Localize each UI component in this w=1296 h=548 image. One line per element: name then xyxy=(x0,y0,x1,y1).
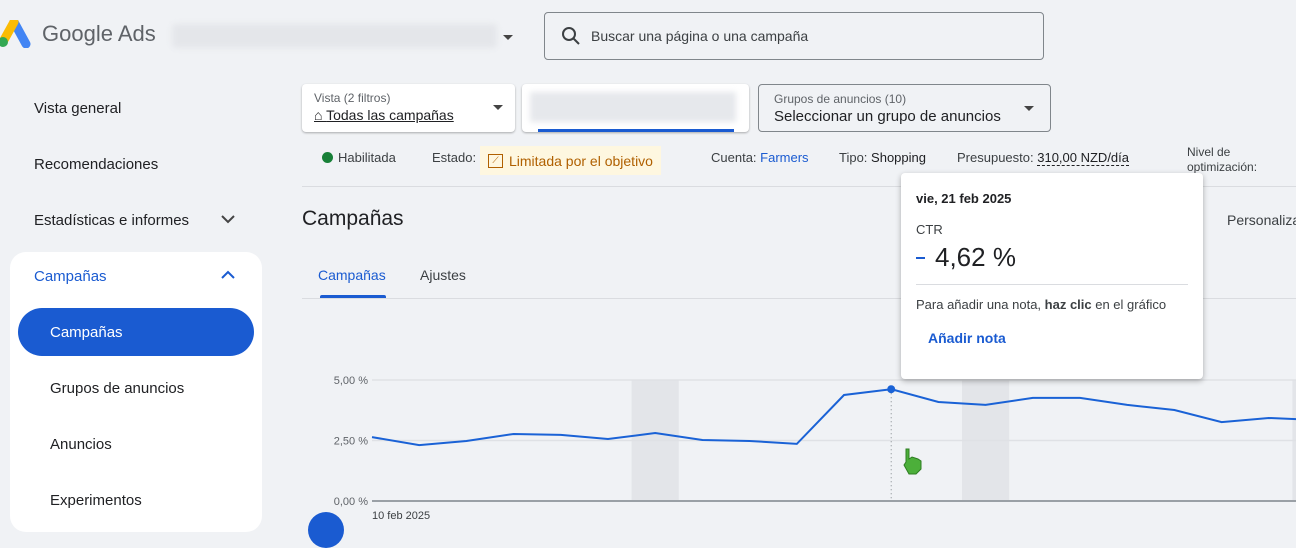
ad-group-label: Grupos de anuncios (10) xyxy=(774,92,907,106)
enabled-dot-icon xyxy=(322,152,333,163)
chevron-up-icon[interactable] xyxy=(221,270,235,280)
ctr-series-line xyxy=(371,388,1296,447)
google-ads-logo[interactable]: Google Ads xyxy=(0,20,156,48)
tab-settings[interactable]: Ajustes xyxy=(420,267,466,283)
y-tick-label: 2,50 % xyxy=(334,436,368,448)
chevron-down-icon[interactable] xyxy=(221,214,235,224)
add-note-button[interactable]: Añadir nota xyxy=(928,330,1006,346)
trend-chart-icon: ⟋ xyxy=(488,153,503,168)
sidebar-item-campaigns-group[interactable]: Campañas xyxy=(34,268,107,285)
tooltip-divider xyxy=(916,284,1188,285)
app-name: Google Ads xyxy=(42,21,156,46)
page-title: Campañas xyxy=(302,207,404,230)
budget-info: Presupuesto: 310,00 NZD/día xyxy=(957,150,1130,166)
x-tick-label: 10 feb 2025 xyxy=(372,510,430,521)
tab-campaigns[interactable]: Campañas xyxy=(318,267,386,283)
account-dropdown-icon[interactable] xyxy=(503,35,513,40)
view-filter-label: Vista (2 filtros) xyxy=(314,91,391,105)
dropdown-icon xyxy=(1024,106,1034,111)
tooltip-date: vie, 21 feb 2025 xyxy=(916,191,1012,206)
tabs-divider xyxy=(302,298,1296,299)
search-placeholder: Buscar una página o una campaña xyxy=(591,28,809,44)
view-filter-value: ⌂ Todas las campañas xyxy=(314,107,454,123)
sidebar-item-recommendations[interactable]: Recomendaciones xyxy=(34,156,159,173)
optimization-label: Nivel de optimización: xyxy=(1187,145,1258,174)
account-link[interactable]: Farmers xyxy=(760,150,809,165)
campaign-selector[interactable] xyxy=(522,84,749,132)
divider xyxy=(302,186,1296,187)
state-badge[interactable]: ⟋ Limitada por el objetivo xyxy=(480,146,661,175)
sidebar-item-ads[interactable]: Anuncios xyxy=(50,436,112,453)
data-point xyxy=(887,385,896,394)
enabled-status[interactable]: Habilitada xyxy=(322,150,396,165)
google-ads-icon xyxy=(0,20,31,48)
sidebar-item-experiments[interactable]: Experimentos xyxy=(50,492,142,509)
ctr-chart[interactable]: 0,00 % 2,50 % 5,00 % 10 feb 2025 xyxy=(300,360,1296,521)
ad-group-value: Seleccionar un grupo de anuncios xyxy=(774,108,1001,125)
sidebar-item-campaigns[interactable]: Campañas xyxy=(18,308,254,356)
search-input[interactable]: Buscar una página o una campaña xyxy=(544,12,1044,60)
tooltip-note: Para añadir una nota, haz clic en el grá… xyxy=(916,297,1167,312)
type-info: Tipo: Shopping xyxy=(839,150,926,165)
search-icon xyxy=(562,27,580,45)
hand-cursor-icon xyxy=(903,448,922,475)
chart-tooltip: vie, 21 feb 2025 CTR 4,62 % Para añadir … xyxy=(901,173,1203,379)
sidebar-item-overview[interactable]: Vista general xyxy=(34,100,122,117)
series-swatch-icon xyxy=(916,256,925,259)
ad-group-dropdown[interactable]: Grupos de anuncios (10) Seleccionar un g… xyxy=(758,84,1051,132)
campaigns-nav-group xyxy=(10,252,262,532)
budget-value[interactable]: 310,00 NZD/día xyxy=(1037,150,1130,166)
tooltip-metric: CTR xyxy=(916,222,943,237)
tooltip-value: 4,62 % xyxy=(916,242,1188,273)
customize-button[interactable]: Personaliza xyxy=(1227,212,1296,228)
add-fab-button[interactable] xyxy=(308,512,344,548)
dropdown-icon xyxy=(493,105,503,110)
sidebar-item-insights[interactable]: Estadísticas e informes xyxy=(34,212,190,229)
state-label: Estado: xyxy=(432,150,477,165)
view-filter-dropdown[interactable]: Vista (2 filtros) ⌂ Todas las campañas xyxy=(302,84,515,132)
sidebar-item-ad-groups[interactable]: Grupos de anuncios xyxy=(50,380,185,397)
y-tick-label: 0,00 % xyxy=(334,496,368,508)
account-selector[interactable] xyxy=(172,24,497,48)
account-info: Cuenta: Farmers xyxy=(711,150,809,165)
y-tick-label: 5,00 % xyxy=(334,375,368,387)
active-tab-indicator xyxy=(320,295,386,298)
